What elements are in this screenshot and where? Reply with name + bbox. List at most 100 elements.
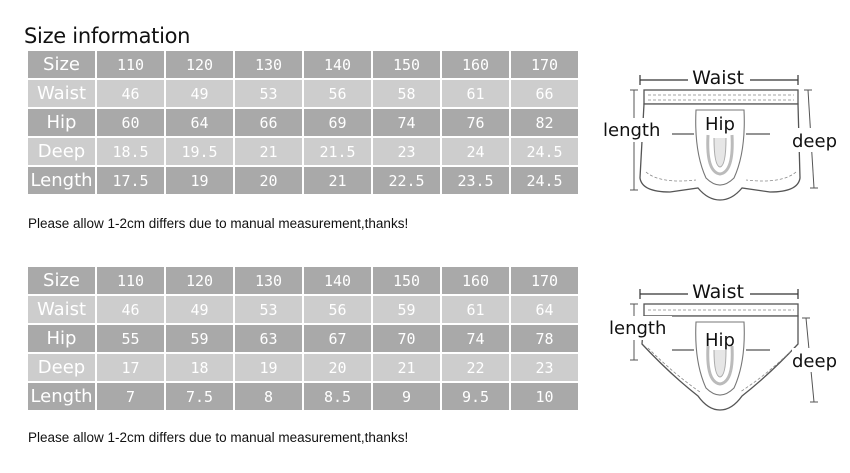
table-row-deep: Deep 17 18 19 20 21 22 23 bbox=[28, 354, 578, 381]
table-row-hip: Hip 55 59 63 67 70 74 78 bbox=[28, 325, 578, 352]
table-cell: 21 bbox=[373, 354, 440, 381]
row-header-length: Length bbox=[28, 167, 95, 194]
row-header-deep: Deep bbox=[28, 138, 95, 165]
table-cell: 56 bbox=[304, 80, 371, 107]
table-cell: 8.5 bbox=[304, 383, 371, 410]
table-row-length: Length 17.5 19 20 21 22.5 23.5 24.5 bbox=[28, 167, 578, 194]
table-cell: 150 bbox=[373, 51, 440, 78]
table-cell: 46 bbox=[97, 80, 164, 107]
table-cell: 9 bbox=[373, 383, 440, 410]
table-cell: 160 bbox=[442, 267, 509, 294]
table-cell: 21 bbox=[235, 138, 302, 165]
table-cell: 9.5 bbox=[442, 383, 509, 410]
table-cell: 19.5 bbox=[166, 138, 233, 165]
table-cell: 140 bbox=[304, 267, 371, 294]
table-cell: 56 bbox=[304, 296, 371, 323]
table-cell: 7.5 bbox=[166, 383, 233, 410]
row-header-waist: Waist bbox=[28, 80, 95, 107]
table-cell: 7 bbox=[97, 383, 164, 410]
table-cell: 110 bbox=[97, 267, 164, 294]
table-cell: 170 bbox=[511, 51, 578, 78]
table-cell: 120 bbox=[166, 267, 233, 294]
table-cell: 19 bbox=[235, 354, 302, 381]
table-cell: 58 bbox=[373, 80, 440, 107]
boxer-brief-diagram-icon: Waist Hip length deep bbox=[602, 67, 844, 201]
table-cell: 46 bbox=[97, 296, 164, 323]
row-header-size: Size bbox=[28, 51, 95, 78]
table-cell: 59 bbox=[166, 325, 233, 352]
diagram-label-waist: Waist bbox=[692, 281, 744, 303]
table-cell: 74 bbox=[442, 325, 509, 352]
table-cell: 20 bbox=[235, 167, 302, 194]
diagram-label-hip: Hip bbox=[705, 114, 735, 135]
table-cell: 78 bbox=[511, 325, 578, 352]
table-cell: 23.5 bbox=[442, 167, 509, 194]
table-cell: 64 bbox=[511, 296, 578, 323]
measurement-note: Please allow 1-2cm differs due to manual… bbox=[28, 216, 409, 231]
table-cell: 17.5 bbox=[97, 167, 164, 194]
table-cell: 18 bbox=[166, 354, 233, 381]
table-cell: 55 bbox=[97, 325, 164, 352]
table-cell: 110 bbox=[97, 51, 164, 78]
table-row-waist: Waist 46 49 53 56 58 61 66 bbox=[28, 80, 578, 107]
table-row-length: Length 7 7.5 8 8.5 9 9.5 10 bbox=[28, 383, 578, 410]
table-cell: 160 bbox=[442, 51, 509, 78]
row-header-hip: Hip bbox=[28, 325, 95, 352]
table-cell: 49 bbox=[166, 296, 233, 323]
table-cell: 74 bbox=[373, 109, 440, 136]
table-cell: 53 bbox=[235, 296, 302, 323]
table-cell: 18.5 bbox=[97, 138, 164, 165]
diagram-label-deep: deep bbox=[792, 131, 837, 152]
diagram-label-deep: deep bbox=[792, 351, 837, 372]
table-row-size: Size 110 120 130 140 150 160 170 bbox=[28, 267, 578, 294]
row-header-deep: Deep bbox=[28, 354, 95, 381]
diagram-label-waist: Waist bbox=[692, 67, 744, 89]
table-row-hip: Hip 60 64 66 69 74 76 82 bbox=[28, 109, 578, 136]
row-header-size: Size bbox=[28, 267, 95, 294]
row-header-length: Length bbox=[28, 383, 95, 410]
table-cell: 22 bbox=[442, 354, 509, 381]
table-cell: 82 bbox=[511, 109, 578, 136]
table-cell: 70 bbox=[373, 325, 440, 352]
table-cell: 19 bbox=[166, 167, 233, 194]
table-cell: 170 bbox=[511, 267, 578, 294]
table-cell: 67 bbox=[304, 325, 371, 352]
size-table-boxer: Size 110 120 130 140 150 160 170 Waist 4… bbox=[26, 49, 580, 196]
table-cell: 130 bbox=[235, 267, 302, 294]
diagram-label-length: length bbox=[609, 318, 666, 339]
table-cell: 64 bbox=[166, 109, 233, 136]
table-cell: 53 bbox=[235, 80, 302, 107]
row-header-waist: Waist bbox=[28, 296, 95, 323]
diagram-label-length: length bbox=[603, 120, 660, 141]
table-cell: 17 bbox=[97, 354, 164, 381]
table-cell: 24.5 bbox=[511, 138, 578, 165]
table-cell: 8 bbox=[235, 383, 302, 410]
page-title: Size information bbox=[24, 24, 191, 48]
table-cell: 61 bbox=[442, 80, 509, 107]
table-cell: 130 bbox=[235, 51, 302, 78]
table-cell: 150 bbox=[373, 267, 440, 294]
table-row-size: Size 110 120 130 140 150 160 170 bbox=[28, 51, 578, 78]
measurement-note: Please allow 1-2cm differs due to manual… bbox=[28, 430, 409, 445]
size-table-brief: Size 110 120 130 140 150 160 170 Waist 4… bbox=[26, 265, 580, 412]
table-cell: 24 bbox=[442, 138, 509, 165]
table-cell: 21 bbox=[304, 167, 371, 194]
table-cell: 59 bbox=[373, 296, 440, 323]
table-cell: 140 bbox=[304, 51, 371, 78]
table-cell: 120 bbox=[166, 51, 233, 78]
table-cell: 63 bbox=[235, 325, 302, 352]
table-cell: 66 bbox=[235, 109, 302, 136]
table-row-deep: Deep 18.5 19.5 21 21.5 23 24 24.5 bbox=[28, 138, 578, 165]
table-cell: 24.5 bbox=[511, 167, 578, 194]
table-cell: 23 bbox=[373, 138, 440, 165]
table-cell: 49 bbox=[166, 80, 233, 107]
diagram-label-hip: Hip bbox=[705, 330, 735, 351]
table-cell: 21.5 bbox=[304, 138, 371, 165]
table-cell: 60 bbox=[97, 109, 164, 136]
table-cell: 76 bbox=[442, 109, 509, 136]
table-cell: 69 bbox=[304, 109, 371, 136]
row-header-hip: Hip bbox=[28, 109, 95, 136]
table-cell: 61 bbox=[442, 296, 509, 323]
table-cell: 22.5 bbox=[373, 167, 440, 194]
brief-diagram-icon: Waist Hip length deep bbox=[608, 281, 844, 411]
